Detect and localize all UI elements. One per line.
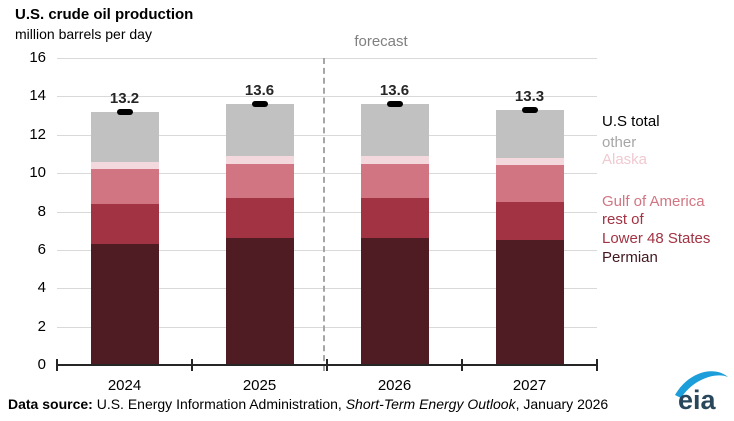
- eia-logo: eia: [675, 371, 728, 414]
- data-source: Data source: U.S. Energy Information Adm…: [8, 396, 608, 412]
- x-axis-tick-1: [191, 359, 193, 371]
- bar-segment-alaska-2024: [90, 161, 159, 170]
- bar-segment-other-2026: [360, 104, 429, 156]
- total-value-label-2027: 13.3: [514, 87, 545, 105]
- bar-segment-gulf-of-america-2024: [90, 169, 159, 204]
- bar-segment-permian-2026: [360, 238, 429, 365]
- us-total-marker-2027: [521, 106, 538, 113]
- y-tick-label-4: 4: [37, 279, 46, 297]
- bar-segment-alaska-2026: [360, 155, 429, 164]
- bar-segment-rest-of-lower-48-states-2025: [225, 198, 294, 239]
- bar-segment-gulf-of-america-2027: [495, 165, 564, 202]
- bar-segment-permian-2024: [90, 244, 159, 365]
- legend-item-gulf-of-america: Gulf of America: [602, 193, 705, 210]
- y-tick-label-14: 14: [29, 87, 46, 105]
- gridline-6: [57, 249, 597, 251]
- gridline-12: [57, 134, 597, 136]
- legend-item-u-s-total: U.S total: [602, 113, 660, 130]
- total-value-label-2026: 13.6: [379, 82, 410, 100]
- data-source-agency: U.S. Energy Information Administration,: [96, 396, 346, 412]
- chart-title: U.S. crude oil production: [15, 6, 194, 23]
- chart-subtitle: million barrels per day: [15, 26, 152, 42]
- gridline-8: [57, 211, 597, 213]
- forecast-label: forecast: [354, 33, 408, 50]
- y-tick-label-12: 12: [29, 125, 46, 143]
- gridline-4: [57, 288, 597, 290]
- x-tick-label-2026: 2026: [377, 377, 412, 394]
- y-tick-label-10: 10: [29, 164, 46, 182]
- data-source-date: , January 2026: [515, 396, 609, 412]
- legend-item-other: other: [602, 134, 637, 151]
- total-value-label-2024: 13.2: [109, 89, 140, 107]
- us-total-marker-2025: [251, 101, 268, 108]
- bar-segment-rest-of-lower-48-states-2027: [495, 201, 564, 241]
- bar-segment-rest-of-lower-48-states-2026: [360, 198, 429, 239]
- forecast-divider-line: [323, 58, 325, 371]
- us-total-marker-2026: [386, 101, 403, 108]
- y-tick-label-16: 16: [29, 49, 46, 66]
- x-tick-label-2025: 2025: [242, 377, 277, 394]
- bar-segment-gulf-of-america-2026: [360, 163, 429, 199]
- bar-segment-gulf-of-america-2025: [225, 163, 294, 199]
- bar-segment-permian-2025: [225, 238, 294, 365]
- y-tick-label-8: 8: [37, 202, 46, 220]
- x-axis-tick-2: [326, 359, 328, 371]
- y-tick-label-2: 2: [37, 317, 46, 335]
- x-axis-tick-0: [56, 359, 58, 371]
- x-tick-label-2024: 2024: [107, 377, 142, 394]
- legend-item-permian: Permian: [602, 249, 658, 266]
- bar-segment-alaska-2025: [225, 155, 294, 164]
- bar-segment-permian-2027: [495, 240, 564, 365]
- bar-segment-other-2025: [225, 104, 294, 156]
- plot-area: 13.2 13.6 13.6 13.3: [57, 58, 597, 371]
- gridline-16: [57, 58, 597, 59]
- data-source-prefix: Data source:: [8, 396, 97, 412]
- y-tick-label-0: 0: [37, 356, 46, 373]
- gridline-14: [57, 96, 597, 98]
- bar-segment-alaska-2027: [495, 157, 564, 166]
- gridline-10: [57, 173, 597, 175]
- eia-logo-swoosh-icon: [675, 371, 728, 398]
- bar-segment-rest-of-lower-48-states-2024: [90, 203, 159, 245]
- x-axis-tick-3: [461, 359, 463, 371]
- x-axis-tick-4: [596, 359, 598, 371]
- y-tick-label-6: 6: [37, 240, 46, 258]
- total-value-label-2025: 13.6: [244, 82, 275, 100]
- legend-item-rest-of-lower-48-states: rest of Lower 48 States: [602, 211, 711, 247]
- bar-segment-other-2027: [495, 109, 564, 158]
- data-source-publication: Short-Term Energy Outlook: [345, 396, 516, 412]
- eia-logo-text: eia: [678, 385, 717, 414]
- gridline-2: [57, 326, 597, 328]
- bar-segment-other-2024: [90, 111, 159, 162]
- x-tick-label-2027: 2027: [512, 377, 547, 394]
- legend-item-alaska: Alaska: [602, 151, 648, 168]
- us-total-marker-2024: [116, 108, 133, 115]
